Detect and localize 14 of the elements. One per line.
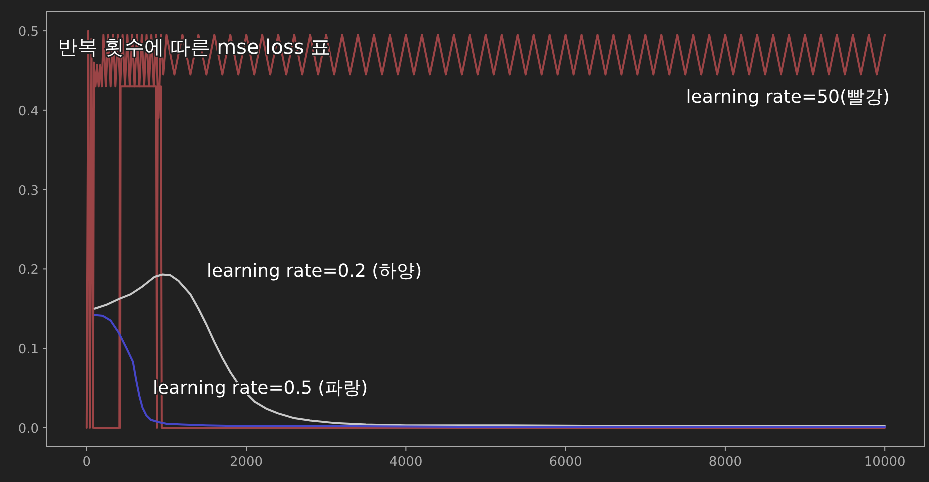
y-tick-label: 0.1 xyxy=(18,342,39,358)
x-tick-label: 0 xyxy=(82,455,92,470)
y-tick-label: 0.2 xyxy=(18,263,39,278)
x-tick-label: 8000 xyxy=(708,455,742,470)
y-tick-label: 0.3 xyxy=(18,184,39,199)
y-tick-label: 0.4 xyxy=(18,104,39,120)
y-tick-label: 0.5 xyxy=(18,25,39,40)
x-tick-label: 10000 xyxy=(864,455,906,470)
x-tick-label: 2000 xyxy=(230,455,264,470)
annotation: learning rate=50(빨강) xyxy=(686,87,890,108)
x-tick-label: 6000 xyxy=(549,455,582,470)
y-tick-label: 0.0 xyxy=(18,422,39,437)
annotation: learning rate=0.2 (하양) xyxy=(207,261,422,282)
x-tick-label: 4000 xyxy=(390,455,423,470)
